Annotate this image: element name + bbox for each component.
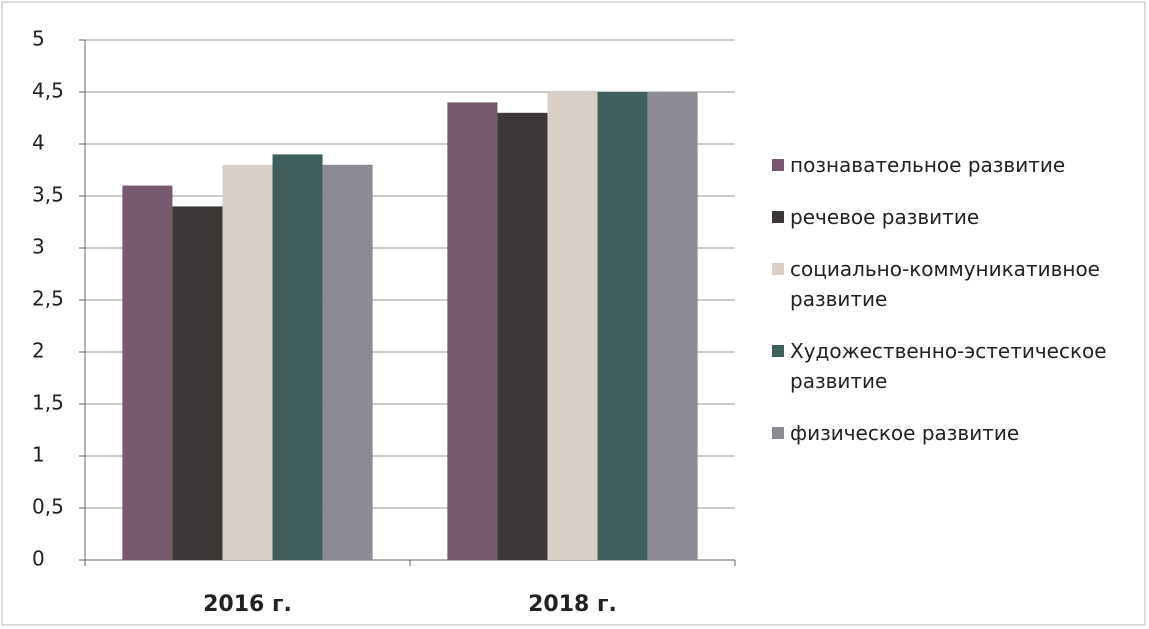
legend-item: Художественно-эстетическое развитие	[772, 336, 1142, 396]
legend-label: познавательное развитие	[790, 153, 1066, 177]
legend-label: социально-коммуникативное развитие	[790, 257, 1100, 311]
bar	[222, 164, 273, 561]
y-tick-label: 4,5	[32, 79, 64, 103]
bar	[122, 185, 173, 560]
legend-item: речевое развитие	[772, 202, 1142, 232]
y-tick-label: 0	[32, 547, 45, 571]
y-tick-label: 2,5	[32, 287, 64, 311]
y-tick-label: 3	[32, 235, 45, 259]
legend-item: познавательное развитие	[772, 150, 1142, 180]
legend-swatch	[772, 345, 784, 357]
bar	[597, 92, 648, 560]
bar	[647, 92, 698, 560]
bar	[272, 154, 323, 560]
bar	[497, 112, 548, 561]
y-tick-label: 2	[32, 339, 45, 363]
y-tick-label: 0,5	[32, 495, 64, 519]
legend-swatch	[772, 427, 784, 439]
x-tick-label: 2016 г.	[203, 592, 292, 617]
legend-swatch	[772, 263, 784, 275]
bar	[322, 164, 373, 561]
y-tick-label: 1	[32, 443, 45, 467]
y-tick-label: 5	[32, 27, 45, 51]
legend-label: физическое развитие	[790, 421, 1020, 445]
bar	[447, 102, 498, 561]
legend-item: социально-коммуникативное развитие	[772, 254, 1142, 314]
bar	[172, 206, 223, 560]
legend-swatch	[772, 159, 784, 171]
y-tick-label: 3,5	[32, 183, 64, 207]
bar	[547, 92, 598, 560]
legend-swatch	[772, 211, 784, 223]
legend-item: физическое развитие	[772, 418, 1142, 448]
y-tick-label: 4	[32, 131, 45, 155]
legend-label: речевое развитие	[790, 205, 980, 229]
legend: познавательное развитие речевое развитие с…	[772, 150, 1142, 470]
legend-label: Художественно-эстетическое развитие	[790, 339, 1107, 393]
y-tick-label: 1,5	[32, 391, 64, 415]
x-tick-label: 2018 г.	[528, 592, 617, 617]
